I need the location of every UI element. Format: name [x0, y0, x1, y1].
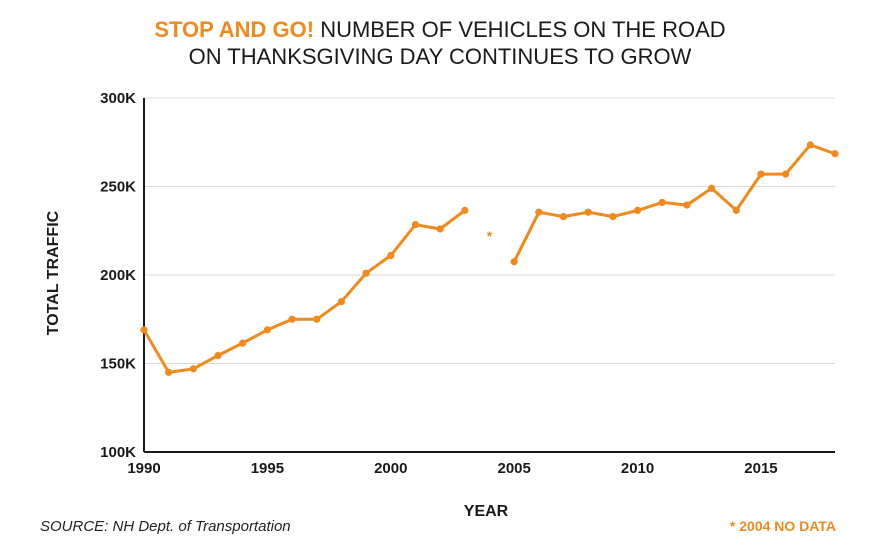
- chart-title-line-1-rest: NUMBER OF VEHICLES ON THE ROAD: [320, 17, 725, 42]
- chart-title-line-1: STOP AND GO! NUMBER OF VEHICLES ON THE R…: [154, 17, 725, 42]
- data-point-1992: [189, 365, 197, 373]
- series-line-segment-2: [512, 143, 837, 264]
- data-point-2009: [609, 212, 617, 221]
- data-point-2003: [461, 206, 469, 214]
- y-tick-label-100K: 100K: [100, 444, 136, 461]
- missing-data-marker: *: [487, 228, 493, 244]
- y-tick-label-250K: 250K: [100, 179, 136, 196]
- data-point-2007: [559, 212, 568, 221]
- series-traffic: [142, 143, 837, 374]
- data-point-2011: [658, 198, 666, 207]
- data-point-1990: [140, 326, 148, 334]
- x-tick-label-1990: 1990: [127, 460, 160, 477]
- source-note: SOURCE: NH Dept. of Transportation: [40, 518, 291, 535]
- data-point-1998: [337, 297, 346, 306]
- data-point-2015: [757, 170, 765, 178]
- x-tick-label-2005: 2005: [497, 460, 530, 477]
- data-point-2010: [633, 206, 642, 214]
- data-point-2016: [782, 170, 790, 178]
- series-line-segment-1: [142, 208, 467, 374]
- missing-data-note: * 2004 NO DATA: [730, 518, 836, 534]
- data-point-2001: [411, 220, 420, 229]
- data-point-2005: [510, 258, 518, 266]
- y-axis-title: TOTAL TRAFFIC: [45, 210, 62, 335]
- gridlines: [144, 97, 835, 364]
- data-point-1991: [165, 368, 173, 376]
- data-point-2008: [584, 208, 592, 216]
- data-points: [140, 141, 839, 376]
- data-point-1994: [239, 339, 247, 347]
- data-point-1999: [362, 269, 370, 277]
- chart-title-highlight: STOP AND GO!: [154, 17, 314, 42]
- x-tick-label-1995: 1995: [251, 460, 284, 477]
- y-tick-labels: 100K 150K 200K 250K 300K: [100, 90, 136, 461]
- y-tick-label-300K: 300K: [100, 90, 136, 107]
- y-tick-label-150K: 150K: [100, 356, 136, 373]
- x-tick-labels: 1990 1995 2000 2005 2010 2015: [127, 460, 777, 477]
- data-point-1993: [214, 351, 222, 360]
- axes: [143, 98, 835, 453]
- data-point-2012: [683, 201, 691, 209]
- data-point-2014: [732, 206, 740, 214]
- x-tick-label-2015: 2015: [744, 460, 777, 477]
- data-point-2000: [387, 251, 395, 260]
- data-point-2017: [806, 141, 814, 149]
- data-point-1997: [313, 315, 321, 323]
- data-point-2002: [436, 225, 444, 233]
- data-point-2006: [535, 208, 543, 216]
- data-point-1996: [288, 315, 296, 323]
- x-axis-title: YEAR: [464, 503, 509, 520]
- data-point-2013: [708, 184, 716, 192]
- chart-title-line-2: ON THANKSGIVING DAY CONTINUES TO GROW: [189, 44, 692, 69]
- data-point-1995: [263, 326, 271, 334]
- x-tick-label-2000: 2000: [374, 460, 407, 477]
- data-point-2018: [831, 150, 839, 158]
- x-tick-label-2010: 2010: [621, 460, 654, 477]
- y-tick-label-200K: 200K: [100, 267, 136, 284]
